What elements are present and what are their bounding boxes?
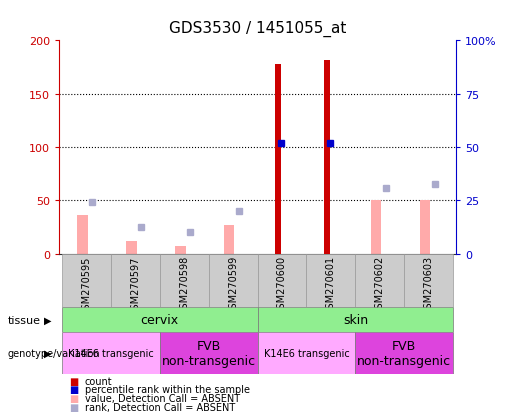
Bar (62, 254, 111, 308)
Text: ▶: ▶ (44, 348, 52, 358)
Text: ■: ■ (70, 376, 79, 386)
Text: GSM270598: GSM270598 (179, 256, 189, 315)
Bar (355, 332, 453, 374)
Text: GSM270597: GSM270597 (130, 256, 140, 315)
Text: GSM270602: GSM270602 (375, 256, 385, 315)
Text: ▶: ▶ (44, 315, 52, 325)
Text: ■: ■ (70, 385, 79, 394)
Text: ■: ■ (70, 393, 79, 403)
Bar (77, 216, 88, 254)
Text: rank, Detection Call = ABSENT: rank, Detection Call = ABSENT (85, 402, 235, 412)
Text: value, Detection Call = ABSENT: value, Detection Call = ABSENT (85, 393, 240, 403)
Text: genotype/variation: genotype/variation (8, 348, 100, 358)
Text: FVB
non-transgenic: FVB non-transgenic (357, 339, 452, 367)
Text: percentile rank within the sample: percentile rank within the sample (85, 385, 250, 394)
Text: skin: skin (343, 313, 368, 327)
Bar (420, 201, 431, 254)
Text: GSM270599: GSM270599 (228, 256, 238, 315)
Text: GSM270601: GSM270601 (326, 256, 336, 315)
Bar (355, 254, 404, 308)
Bar (224, 225, 234, 254)
Bar (126, 241, 136, 254)
Bar (62, 332, 160, 374)
Bar (175, 247, 185, 254)
Text: GSM270600: GSM270600 (277, 256, 287, 315)
Bar (62, 308, 258, 332)
Text: ■: ■ (70, 402, 79, 412)
Text: GSM270603: GSM270603 (424, 256, 434, 315)
Bar (160, 254, 209, 308)
Bar (111, 254, 160, 308)
Bar (258, 308, 453, 332)
Text: FVB
non-transgenic: FVB non-transgenic (162, 339, 255, 367)
Bar (258, 254, 306, 308)
Bar (209, 254, 258, 308)
Text: K14E6 transgenic: K14E6 transgenic (264, 348, 349, 358)
Bar (371, 201, 382, 254)
Bar (324, 60, 330, 254)
Text: GSM270595: GSM270595 (81, 256, 91, 315)
Title: GDS3530 / 1451055_at: GDS3530 / 1451055_at (169, 21, 346, 37)
Text: tissue: tissue (8, 315, 41, 325)
Bar (306, 254, 355, 308)
Bar (258, 332, 355, 374)
Text: K14E6 transgenic: K14E6 transgenic (68, 348, 153, 358)
Bar (275, 65, 281, 254)
Bar (160, 332, 258, 374)
Text: cervix: cervix (141, 313, 179, 327)
Bar (404, 254, 453, 308)
Text: count: count (85, 376, 113, 386)
